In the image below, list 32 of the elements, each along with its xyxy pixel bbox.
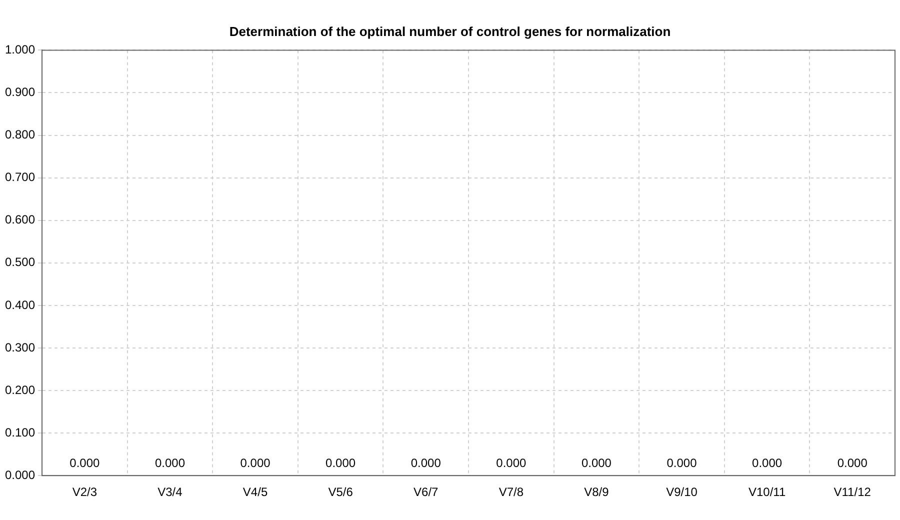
data-label: 0.000 (752, 456, 782, 470)
x-tick-label: V4/5 (242, 485, 268, 500)
y-tick-label: 0.900 (5, 85, 36, 100)
data-label: 0.000 (581, 456, 612, 470)
data-label: 0.000 (837, 456, 868, 470)
data-label: 0.000 (154, 456, 186, 470)
chart-title: Determination of the optimal number of control genes for normalization (228, 24, 672, 39)
y-tick-label: 1.000 (5, 42, 36, 57)
x-tick-label: V7/8 (498, 485, 524, 500)
x-tick-label: V2/3 (72, 485, 98, 500)
x-tick-label: V9/10 (666, 485, 698, 500)
y-tick-label: 0.500 (5, 255, 36, 270)
data-label: 0.000 (496, 456, 527, 470)
x-tick-label: V3/4 (158, 485, 183, 500)
y-tick-label: 0.100 (5, 425, 36, 440)
y-tick-label: 0.200 (5, 382, 36, 397)
data-label: 0.000 (240, 456, 271, 470)
data-label: 0.000 (326, 456, 356, 470)
y-tick-label: 0.700 (5, 170, 36, 184)
data-label: 0.000 (666, 456, 698, 470)
y-tick-label: 0.300 (5, 340, 36, 354)
x-tick-label: V8/9 (584, 485, 610, 500)
data-label: 0.000 (70, 456, 100, 470)
y-tick-label: 0.400 (5, 298, 36, 312)
y-tick-label: 0.600 (5, 212, 36, 227)
data-label: 0.000 (410, 456, 442, 470)
x-tick-label: V6/7 (414, 485, 439, 500)
x-tick-label: V11/12 (834, 485, 872, 500)
x-tick-label: V10/11 (748, 485, 786, 500)
x-tick-label: V5/6 (328, 485, 354, 500)
y-tick-label: 0.800 (5, 128, 36, 142)
y-tick-label: 0.000 (5, 468, 36, 482)
